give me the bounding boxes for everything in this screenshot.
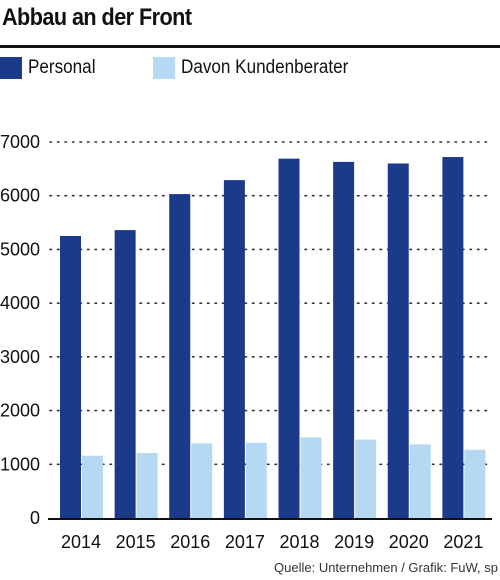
source-note: Quelle: Unternehmen / Grafik: FuW, sp [274,560,498,575]
legend-label-personal: Personal [28,57,96,78]
bar-personal [278,158,300,518]
bar-personal [223,180,245,518]
x-tick-label: 2021 [443,532,483,552]
bar-kundenberater [355,439,377,518]
bar-kundenberater [82,455,103,518]
x-tick-label: 2020 [389,532,429,552]
bar-kundenberater [300,437,322,518]
y-tick-label: 3000 [0,347,40,367]
legend-item-kundenberater: Davon Kundenberater [153,57,367,79]
y-tick-label: 6000 [0,186,40,206]
y-tick-label: 1000 [0,454,40,474]
legend-swatch-kundenberater [153,57,175,79]
bar-kundenberater [464,449,486,518]
legend-item-personal: Personal [0,57,103,79]
title-rule [0,45,500,48]
bar-personal [387,163,409,518]
x-tick-label: 2016 [170,532,210,552]
bar-kundenberater [245,442,267,518]
y-tick-label: 0 [30,508,40,528]
x-tick-label: 2014 [61,532,101,552]
bar-personal [442,157,464,519]
bar-personal [333,161,355,519]
bar-personal [114,230,136,518]
x-tick-label: 2017 [225,532,265,552]
y-tick-label: 4000 [0,293,40,313]
chart-title: Abbau an der Front [2,4,192,31]
bar-kundenberater [409,444,431,518]
bar-kundenberater [136,453,158,518]
y-tick-label: 7000 [0,132,40,152]
legend-swatch-personal [0,57,22,79]
x-tick-label: 2018 [279,532,319,552]
y-tick-label: 5000 [0,239,40,259]
bar-kundenberater [191,443,213,518]
y-tick-label: 2000 [0,401,40,421]
bar-personal [60,236,81,518]
legend: Personal Davon Kundenberater [0,52,417,84]
x-tick-label: 2019 [334,532,374,552]
x-tick-label: 2015 [116,532,156,552]
bar-personal [169,194,191,519]
legend-label-kundenberater: Davon Kundenberater [181,57,349,78]
